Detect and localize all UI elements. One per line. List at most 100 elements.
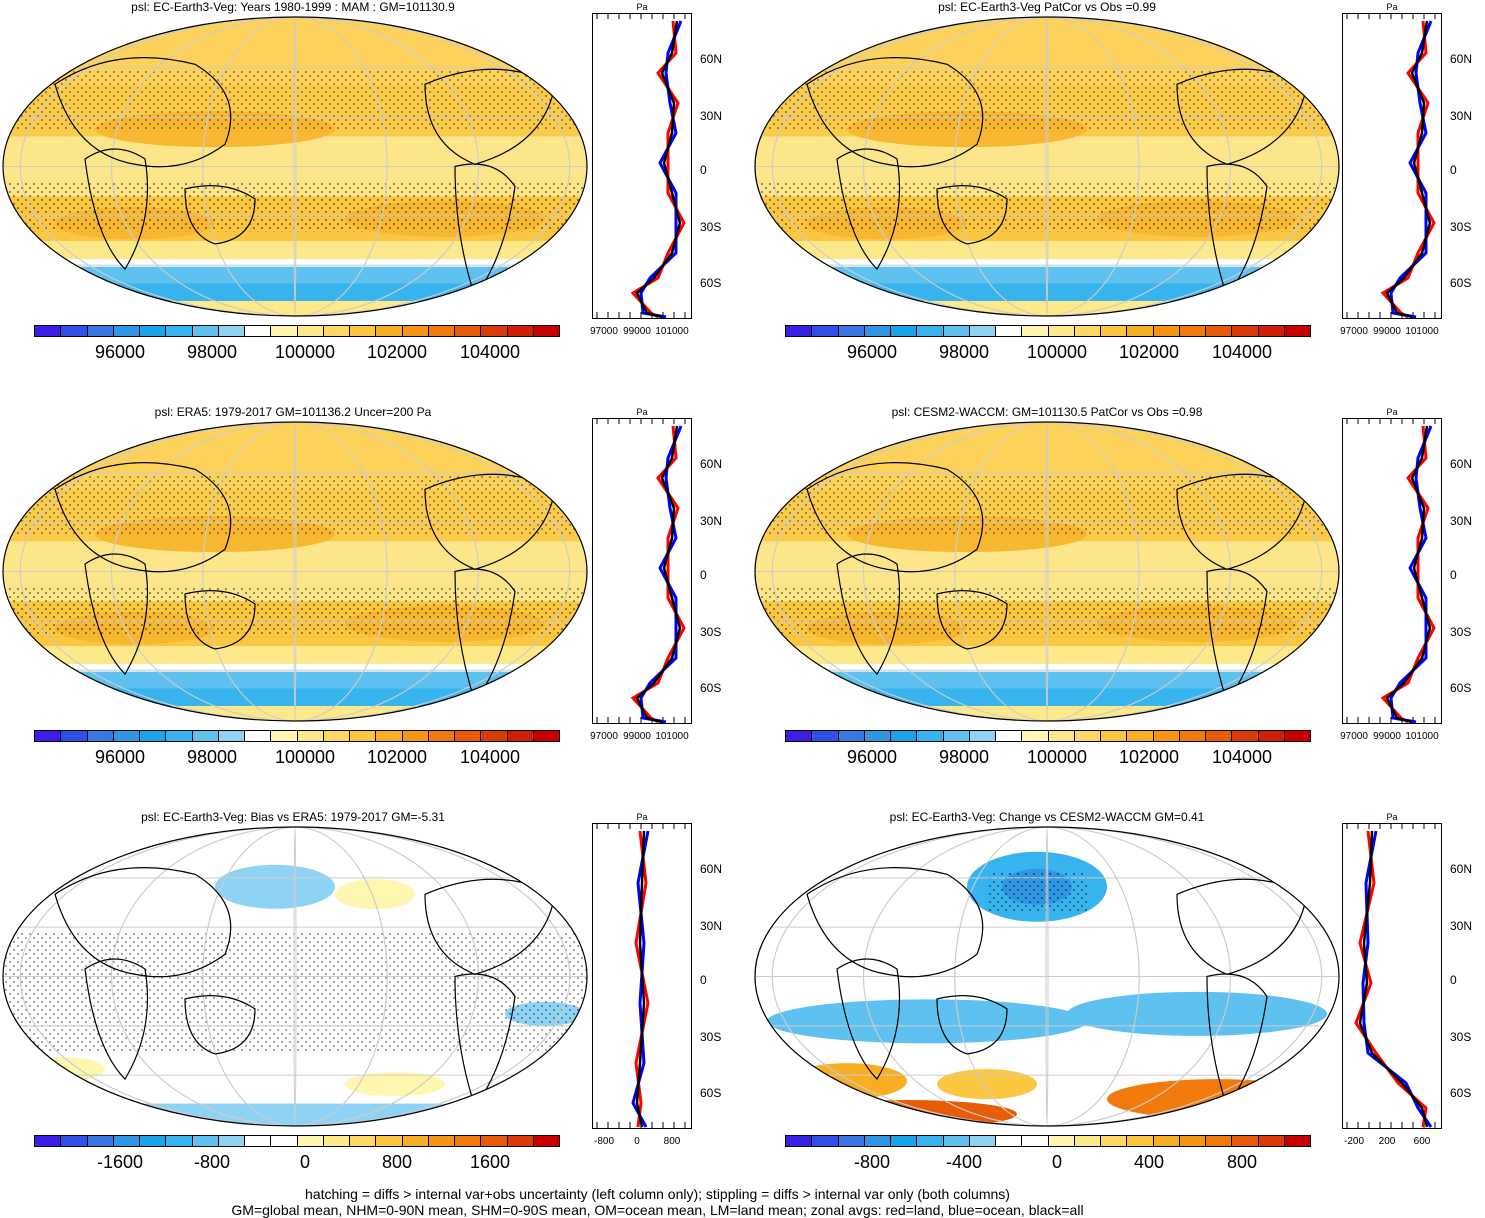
zonal-lat-label: 60S — [1450, 1086, 1472, 1100]
zonal-lat-label: 30N — [700, 109, 723, 123]
colorbar-swatch — [1232, 1136, 1259, 1146]
colorbar-swatch — [428, 326, 455, 336]
colorbar-swatch — [166, 326, 193, 336]
colorbar — [785, 1135, 1311, 1147]
colorbar-swatch — [1284, 731, 1310, 741]
colorbar-tick-label: -400 — [945, 1152, 983, 1172]
colorbar-swatch — [350, 731, 377, 741]
zonal-curve-ocean — [639, 425, 683, 724]
zonal-x-tick-label: 600 — [1413, 1136, 1431, 1147]
colorbar-swatch — [271, 1136, 298, 1146]
zonal-x-tick-label: 101000 — [655, 326, 689, 337]
colorbar-swatch — [166, 1136, 193, 1146]
world-map — [2, 16, 588, 317]
colorbar-swatch — [35, 1136, 62, 1146]
colorbar-swatch — [1153, 1136, 1180, 1146]
zonal-curve-all — [635, 830, 646, 1128]
colorbar-swatch — [1258, 1136, 1285, 1146]
colorbar-swatch — [350, 1136, 377, 1146]
zonal-x-tick-label: 0 — [634, 1136, 640, 1147]
panel-model-climatology: psl: EC-Earth3-Veg: Years 1980-1999 : MA… — [0, 0, 735, 400]
colorbar-swatch — [1284, 1136, 1310, 1146]
panel-cesm2-waccm: psl: CESM2-WACCM: GM=101130.5 PatCor vs … — [750, 405, 1485, 805]
world-map — [754, 826, 1340, 1127]
panel-title: psl: ERA5: 1979-2017 GM=101136.2 Uncer=2… — [154, 405, 432, 419]
world-map — [754, 16, 1340, 317]
colorbar-swatch — [271, 326, 298, 336]
colorbar-tick-label: 0 — [299, 1152, 311, 1172]
colorbar-swatch — [1206, 1136, 1233, 1146]
colorbar-swatch — [297, 1136, 324, 1146]
colorbar — [785, 730, 1311, 742]
colorbar-swatch — [455, 326, 482, 336]
colorbar-swatch — [218, 731, 245, 741]
colorbar-tick-label: 104000 — [459, 342, 521, 362]
colorbar-swatch — [838, 326, 865, 336]
colorbar-swatch — [271, 731, 298, 741]
zonal-curve-all — [635, 20, 682, 319]
colorbar-swatch — [245, 1136, 272, 1146]
colorbar-swatch — [917, 326, 944, 336]
zonal-lat-label: 0 — [700, 568, 707, 582]
colorbar-tick-label: 104000 — [459, 747, 521, 767]
colorbar-swatch — [455, 731, 482, 741]
colorbar-swatch — [428, 1136, 455, 1146]
panel-era5-climatology: psl: ERA5: 1979-2017 GM=101136.2 Uncer=2… — [0, 405, 735, 805]
colorbar-swatch — [402, 731, 429, 741]
colorbar — [34, 325, 560, 337]
colorbar-tick-label: 98000 — [938, 747, 990, 767]
colorbar-swatch — [87, 731, 114, 741]
colorbar-swatch — [1101, 731, 1128, 741]
zonal-lat-label: 0 — [1450, 163, 1457, 177]
colorbar-tick-label: 98000 — [186, 342, 238, 362]
colorbar-swatch — [481, 326, 508, 336]
colorbar-tick-label: 104000 — [1211, 747, 1273, 767]
zonal-curve-ocean — [1389, 425, 1433, 724]
colorbar-tick-label: 98000 — [938, 342, 990, 362]
colorbar-swatch — [1048, 1136, 1075, 1146]
colorbar-swatch — [113, 731, 140, 741]
colorbar-swatch — [996, 326, 1023, 336]
zonal-curve-ocean — [639, 20, 683, 319]
colorbar-swatch — [113, 1136, 140, 1146]
zonal-curve-land — [634, 830, 650, 1128]
zonal-lat-label: 60S — [700, 1086, 722, 1100]
panel-title: psl: EC-Earth3-Veg: Change vs CESM2-WACC… — [889, 810, 1205, 824]
zonal-curve-all — [1358, 830, 1429, 1128]
colorbar-swatch — [786, 1136, 813, 1146]
colorbar-swatch — [1284, 326, 1310, 336]
panel-title: psl: EC-Earth3-Veg: Bias vs ERA5: 1979-2… — [141, 810, 445, 824]
colorbar-swatch — [35, 326, 62, 336]
zonal-x-tick-label: 99000 — [623, 731, 651, 742]
colorbar-swatch — [533, 731, 559, 741]
colorbar-swatch — [969, 1136, 996, 1146]
colorbar — [34, 730, 560, 742]
colorbar-swatch — [1022, 731, 1049, 741]
colorbar-swatch — [61, 326, 88, 336]
colorbar-swatch — [1258, 326, 1285, 336]
zonal-lat-label: 0 — [700, 973, 707, 987]
colorbar-swatch — [245, 731, 272, 741]
zonal-lat-label: 30N — [1450, 919, 1473, 933]
colorbar-tick-label: 400 — [1133, 1152, 1165, 1172]
colorbar-swatch — [812, 326, 839, 336]
zonal-curve-ocean — [1389, 20, 1433, 319]
colorbar — [785, 325, 1311, 337]
colorbar-tick-label: 100000 — [274, 342, 336, 362]
colorbar-swatch — [1232, 326, 1259, 336]
colorbar-swatch — [533, 1136, 559, 1146]
zonal-lat-label: 60S — [700, 276, 722, 290]
colorbar-swatch — [245, 326, 272, 336]
colorbar-tick-label: 102000 — [1118, 747, 1180, 767]
colorbar-swatch — [1127, 1136, 1154, 1146]
panel-change-vs-cesm2: psl: EC-Earth3-Veg: Change vs CESM2-WACC… — [750, 810, 1485, 1210]
colorbar-swatch — [1153, 326, 1180, 336]
zonal-curve-land — [630, 20, 686, 319]
zonal-lat-label: 30S — [1450, 1030, 1472, 1044]
colorbar-tick-label: -1600 — [96, 1152, 144, 1172]
footer-line-2: GM=global mean, NHM=0-90N mean, SHM=0-90… — [231, 1202, 1084, 1218]
zonal-lat-label: 30S — [1450, 220, 1472, 234]
colorbar-swatch — [917, 1136, 944, 1146]
zonal-mean-plot — [592, 418, 692, 724]
colorbar-swatch — [376, 326, 403, 336]
